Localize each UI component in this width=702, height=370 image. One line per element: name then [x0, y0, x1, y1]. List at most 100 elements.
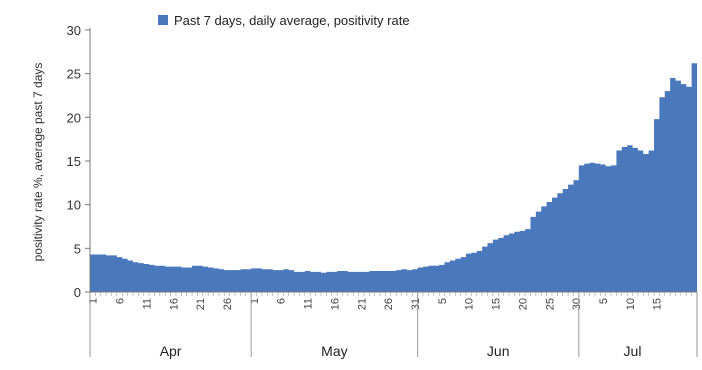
data-point	[257, 268, 262, 292]
x-day-label: 26	[222, 298, 234, 310]
data-point	[445, 262, 450, 292]
data-point	[165, 267, 170, 292]
data-point	[504, 235, 509, 292]
data-point	[407, 270, 412, 292]
data-point	[573, 180, 578, 292]
data-point	[418, 268, 423, 292]
x-day-label: 11	[303, 298, 315, 309]
data-point	[606, 166, 611, 292]
data-point	[563, 189, 568, 292]
data-point	[638, 151, 643, 292]
x-day-label: 31	[410, 298, 422, 310]
x-day-label: 16	[168, 298, 180, 310]
x-day-label: 15	[652, 298, 664, 310]
data-point	[428, 266, 433, 292]
data-point	[541, 206, 546, 292]
month-label: Jul	[624, 343, 642, 359]
data-point	[622, 147, 627, 292]
data-point	[461, 257, 466, 292]
data-point	[423, 267, 428, 292]
data-point	[633, 148, 638, 292]
data-point	[353, 272, 358, 292]
legend-label: Past 7 days, daily average, positivity r…	[174, 13, 410, 28]
data-point	[305, 271, 310, 292]
x-day-label: 10	[464, 298, 476, 310]
y-tick-label: 30	[67, 23, 81, 38]
data-point	[214, 268, 219, 292]
data-point	[101, 254, 106, 292]
data-point	[332, 272, 337, 292]
data-point	[579, 165, 584, 292]
x-axis-day-ticks: 1 6 11 16 21 26 1 6 11 16 21 26 31 5 10 15 20 25 30 5 10 15	[88, 292, 698, 310]
data-point	[498, 238, 503, 292]
y-tick-label: 5	[74, 241, 81, 256]
data-point	[111, 255, 116, 292]
data-point	[380, 271, 385, 292]
data-point	[160, 266, 165, 292]
data-point	[595, 164, 600, 292]
plot-area	[90, 63, 697, 292]
data-point	[321, 273, 326, 292]
data-point	[273, 270, 278, 292]
data-point	[197, 266, 202, 292]
x-axis-months: Apr May Jun Jul	[89, 292, 698, 359]
x-day-label: 10	[625, 298, 637, 310]
data-point	[133, 262, 138, 292]
data-point	[326, 272, 331, 292]
data-point	[584, 164, 589, 292]
data-point	[251, 268, 256, 292]
x-day-label: 15	[491, 298, 503, 310]
data-point	[611, 165, 616, 292]
data-point	[600, 164, 605, 292]
data-point	[219, 269, 224, 292]
data-point	[310, 272, 315, 292]
y-tick-label: 25	[67, 67, 81, 82]
data-point	[402, 269, 407, 292]
data-point	[412, 269, 417, 292]
data-point	[294, 272, 299, 292]
data-point	[240, 269, 245, 292]
x-day-label: 6	[115, 298, 127, 304]
data-point	[649, 151, 654, 292]
data-point	[692, 63, 697, 292]
data-point	[208, 268, 213, 292]
y-tick-label: 0	[74, 285, 81, 300]
x-day-label: 21	[356, 298, 368, 310]
data-point	[369, 271, 374, 292]
data-point	[316, 272, 321, 292]
data-point	[536, 212, 541, 292]
data-point	[187, 268, 192, 292]
x-day-label: 5	[598, 298, 610, 304]
month-label: Apr	[160, 343, 182, 359]
data-point	[230, 270, 235, 292]
data-point	[342, 271, 347, 292]
data-point	[364, 272, 369, 292]
data-point	[627, 145, 632, 292]
data-point	[552, 198, 557, 292]
data-point	[439, 265, 444, 292]
data-point	[289, 270, 294, 292]
data-point	[128, 261, 133, 292]
data-point	[530, 217, 535, 292]
data-point	[278, 270, 283, 292]
data-point	[488, 243, 493, 292]
data-point	[283, 269, 288, 292]
data-point	[122, 259, 127, 292]
data-point	[434, 266, 439, 292]
data-point	[246, 269, 251, 292]
x-day-label: 16	[329, 298, 341, 310]
data-point	[95, 254, 100, 292]
data-point	[391, 271, 396, 292]
data-point	[525, 229, 530, 292]
data-point	[149, 265, 154, 292]
data-point	[144, 264, 149, 292]
data-point	[659, 97, 664, 292]
x-day-label: 25	[544, 298, 556, 310]
data-point	[450, 261, 455, 292]
data-point	[300, 272, 305, 292]
data-point	[235, 270, 240, 292]
data-point	[203, 267, 208, 292]
x-day-label: 6	[276, 298, 288, 304]
data-point	[670, 78, 675, 292]
data-point	[466, 254, 471, 292]
